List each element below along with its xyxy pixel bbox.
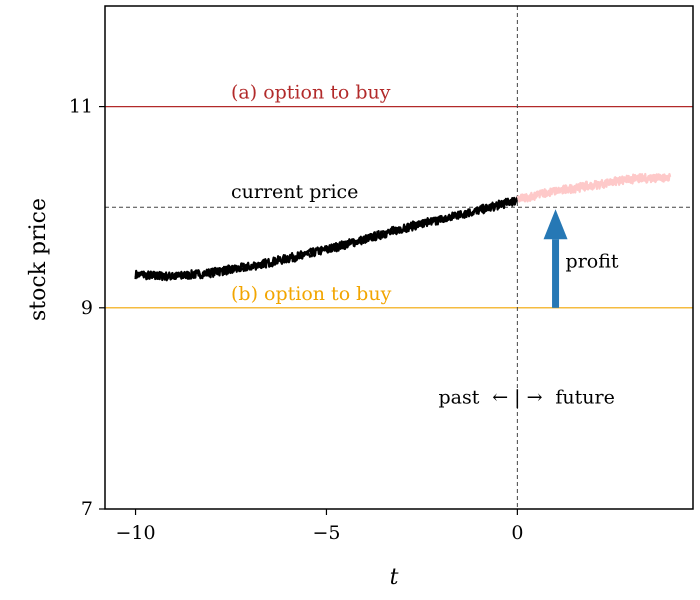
x-tick-label: 0 xyxy=(511,522,523,544)
profit-arrow-shaft xyxy=(552,239,560,308)
x-tick-label: −10 xyxy=(115,522,155,544)
x-tick-label: −5 xyxy=(312,522,340,544)
profit-label: profit xyxy=(566,251,619,273)
y-tick-label: 9 xyxy=(81,297,93,319)
future-label: future xyxy=(555,386,614,408)
series-past-line-texture xyxy=(134,196,519,281)
y-axis-label: stock price xyxy=(26,198,51,321)
series-layer xyxy=(134,172,672,282)
option-a-label: (a) option to buy xyxy=(231,82,391,104)
y-tick-label: 7 xyxy=(81,498,93,520)
plot-frame xyxy=(104,5,694,510)
series-past-line xyxy=(134,196,519,282)
series-future-line-texture xyxy=(516,172,672,203)
past-label: past xyxy=(438,386,479,408)
profit-arrow-head xyxy=(543,209,568,240)
profit-arrow xyxy=(543,209,568,308)
x-axis-label: t xyxy=(390,565,399,590)
ticks-layer: −10 −5 0 7 9 11 xyxy=(69,96,524,544)
option-b-label: (b) option to buy xyxy=(231,283,392,305)
time-arrows-label: ← | → xyxy=(492,386,542,408)
y-tick-label: 11 xyxy=(69,96,93,118)
current-price-label: current price xyxy=(231,181,358,203)
